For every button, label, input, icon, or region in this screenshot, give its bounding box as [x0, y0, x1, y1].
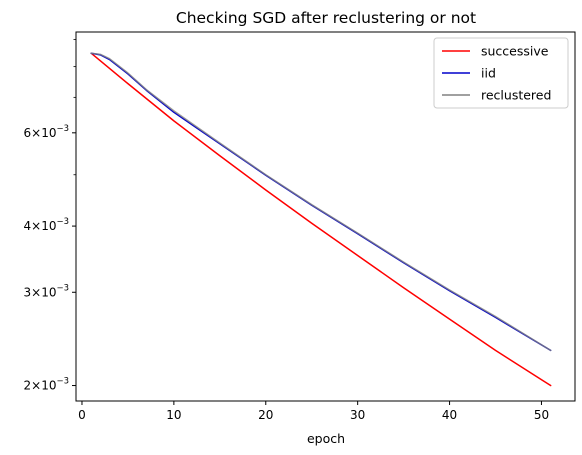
chart-title: Checking SGD after reclustering or not — [176, 9, 476, 27]
legend-label-successive: successive — [481, 44, 549, 59]
y-tick-label: 2×10−3 — [24, 377, 70, 393]
y-tick-label: 6×10−3 — [24, 124, 70, 140]
legend-box — [433, 37, 569, 109]
series-line-successive — [90, 52, 552, 387]
x-tick-label: 0 — [78, 408, 86, 422]
y-tick-label: 4×10−3 — [24, 217, 70, 233]
x-tick-label: 10 — [166, 408, 181, 422]
legend-label-reclustered: reclustered — [481, 88, 551, 103]
legend-label-iid: iid — [481, 66, 496, 81]
x-tick-label: 20 — [258, 408, 273, 422]
plot-area — [75, 31, 576, 402]
series-lines — [90, 52, 552, 387]
legend: successive iid reclustered — [433, 37, 569, 109]
y-tick-label: 3×10−3 — [24, 283, 70, 299]
x-axis-label: epoch — [307, 431, 345, 446]
axes: 0 10 20 30 40 50 2×10−3 3×10−3 4×10−3 6×10−3 — [24, 39, 549, 422]
x-tick-label: 30 — [350, 408, 365, 422]
series-line-reclustered — [90, 52, 552, 352]
x-tick-label: 50 — [534, 408, 549, 422]
x-tick-label: 40 — [442, 408, 457, 422]
